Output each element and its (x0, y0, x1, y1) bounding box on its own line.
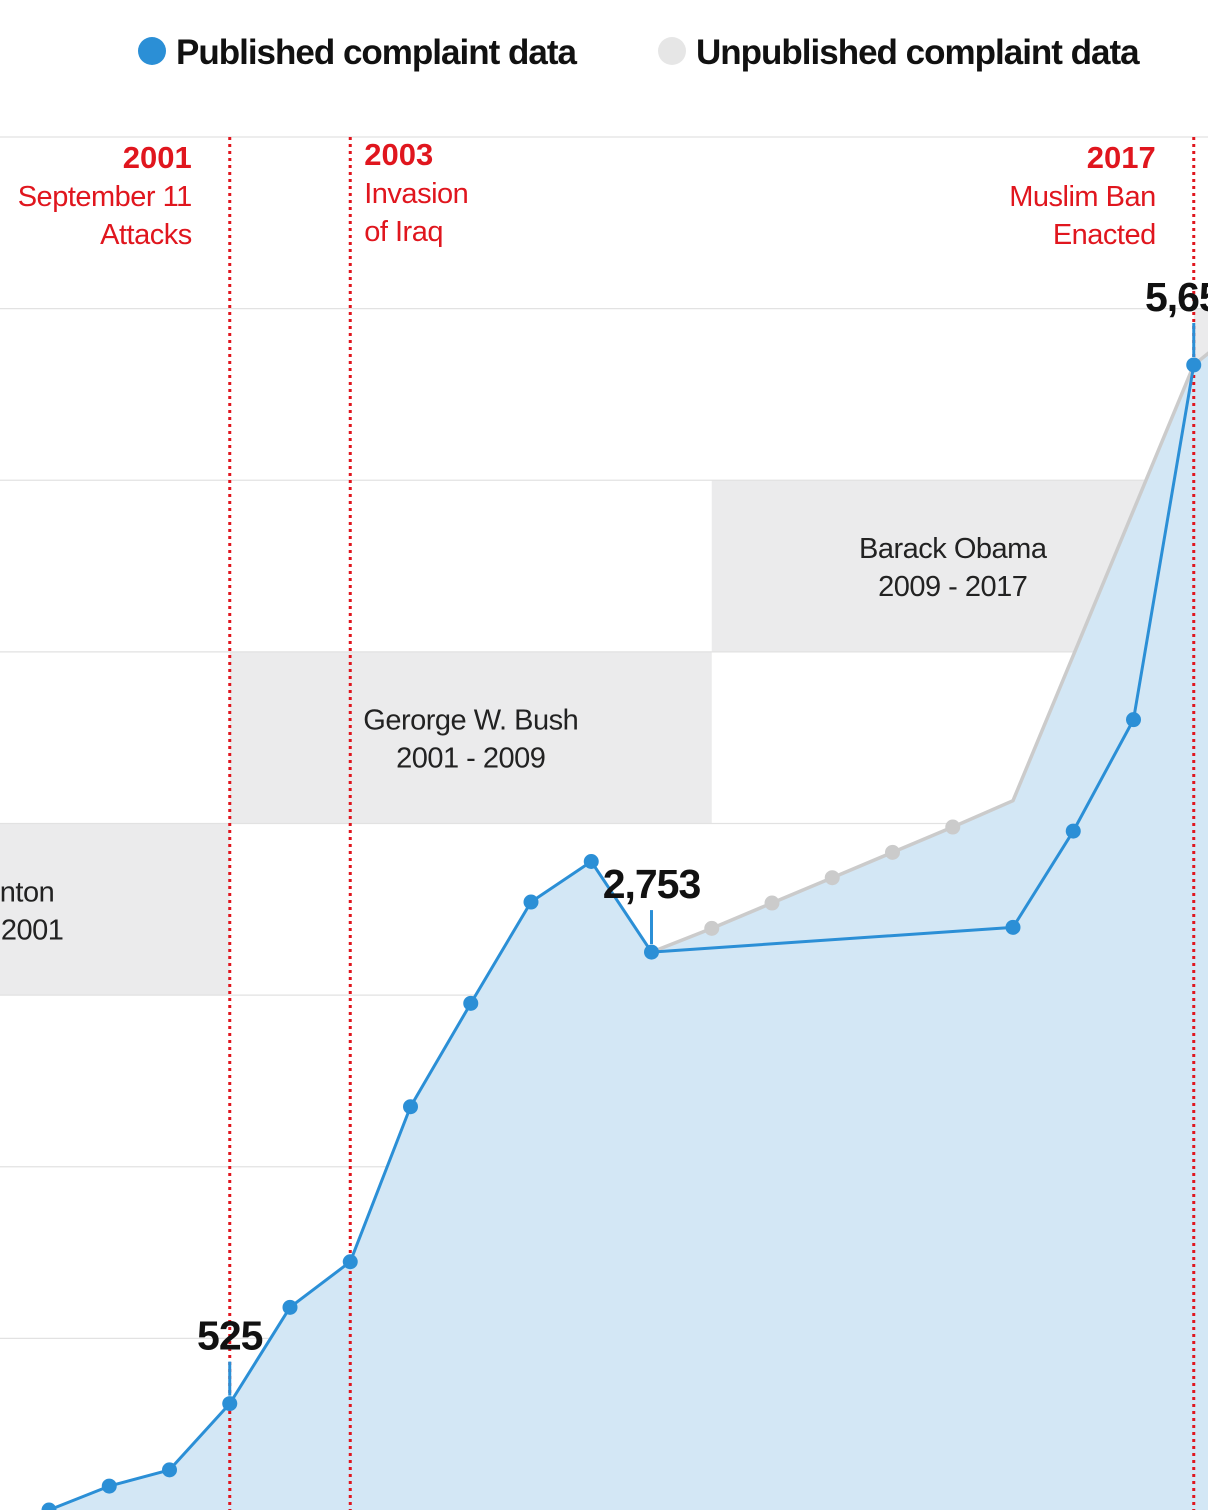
event-year-2001: 2001 (123, 140, 192, 175)
legend: Published complaint data Unpublished com… (138, 33, 1141, 72)
published-point-2015 (1065, 823, 1081, 839)
published-point-2005 (463, 995, 479, 1011)
event-labels: 2001 September 11 Attacks 2003 Invasion of Ir… (18, 137, 1157, 251)
data-points (41, 357, 1202, 1510)
legend-unpublished-marker (658, 37, 686, 65)
unpublished-point-2013 (945, 819, 961, 835)
unpublished-point-2012 (885, 844, 900, 860)
area-fill (49, 353, 1208, 1510)
president-name-barack-obama: Barack Obama (859, 533, 1048, 565)
event-desc-2001-2: Attacks (100, 219, 192, 251)
published-point-2003 (342, 1254, 358, 1270)
unpublished-point-2009 (704, 920, 720, 936)
area-under-curve (49, 353, 1208, 1510)
legend-published-marker (138, 37, 166, 65)
event-desc-2017-1: Muslim Ban (1009, 181, 1156, 213)
event-desc-2017-2: Enacted (1053, 219, 1156, 251)
published-point-2014 (1005, 919, 1021, 935)
published-point-1999 (101, 1478, 117, 1494)
callout-label-2008: 2,753 (603, 861, 701, 907)
published-point-2006 (523, 894, 539, 910)
event-lines (228, 137, 1196, 1510)
published-point-1998 (41, 1502, 57, 1510)
president-band-bill-clinton (0, 823, 230, 996)
president-name-bill-clinton: Bill Clinton (0, 876, 54, 908)
president-bands: Bill Clinton 1993 - 2001 Gerorge W. Bush 20… (0, 308, 1208, 996)
president-term-barack-obama: 2009 - 2017 (878, 571, 1027, 603)
event-year-2017: 2017 (1087, 140, 1156, 175)
event-desc-2001-1: September 11 (18, 181, 192, 213)
callout-label-2001: 525 (197, 1313, 263, 1359)
callout-label-2017: 5,650 (1145, 274, 1208, 320)
published-point-2002 (282, 1299, 298, 1315)
published-point-2008 (644, 944, 659, 960)
president-term-bill-clinton: 1993 - 2001 (0, 914, 63, 946)
legend-unpublished-label: Unpublished complaint data (696, 33, 1140, 72)
published-point-2016 (1126, 712, 1141, 728)
president-name-gerorge-w-bush: Gerorge W. Bush (363, 705, 578, 737)
unpublished-point-2010 (764, 895, 780, 911)
published-point-2004 (403, 1099, 418, 1115)
published-point-2001 (222, 1396, 238, 1412)
president-term-gerorge-w-bush: 2001 - 2009 (396, 743, 545, 775)
published-point-2017 (1186, 357, 1202, 373)
event-year-2003: 2003 (364, 137, 433, 172)
published-point-2007 (583, 853, 599, 869)
event-desc-2003-2: of Iraq (364, 216, 443, 248)
published-point-2000 (162, 1462, 177, 1478)
event-desc-2003-1: Invasion (364, 178, 468, 210)
unpublished-point-2011 (824, 870, 840, 886)
president-band-gerorge-w-bush (229, 651, 712, 824)
value-callouts: 525 2,753 5,650 (197, 274, 1208, 1396)
legend-published-label: Published complaint data (176, 33, 577, 72)
